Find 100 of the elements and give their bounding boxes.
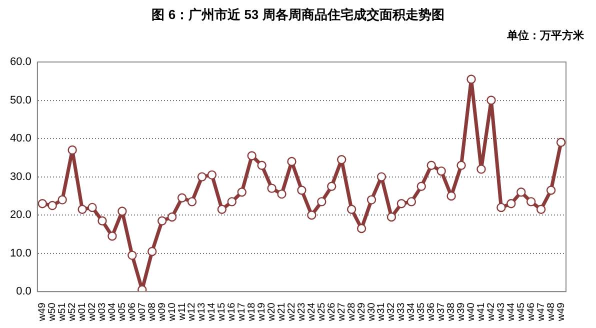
point <box>177 193 187 202</box>
point <box>58 195 67 204</box>
point <box>148 246 157 256</box>
point <box>108 232 117 241</box>
point <box>376 172 386 182</box>
point <box>446 191 456 201</box>
point <box>317 197 326 206</box>
point <box>456 160 466 170</box>
point <box>207 170 217 180</box>
point <box>476 164 486 174</box>
x-tick-label: w50 <box>47 302 58 322</box>
x-tick-label: w43 <box>496 302 507 322</box>
x-tick-label: w02 <box>87 302 98 322</box>
point <box>277 189 286 199</box>
point <box>337 155 346 164</box>
point <box>536 204 546 214</box>
point <box>267 184 276 193</box>
point <box>526 197 536 206</box>
x-tick-label: w42 <box>486 302 497 322</box>
point <box>466 74 476 84</box>
point <box>237 188 246 197</box>
y-tick-label: 40.0 <box>10 132 32 145</box>
x-tick-label: w51 <box>57 302 68 322</box>
point <box>197 172 207 182</box>
x-tick-label: w48 <box>546 302 557 322</box>
point <box>217 204 227 214</box>
y-tick-label: 30.0 <box>10 170 32 183</box>
point <box>516 188 526 197</box>
text: 单位：万平方米 <box>507 28 584 43</box>
y-tick-label: 0.0 <box>16 286 32 298</box>
x-tick-label: w15 <box>216 302 228 322</box>
point <box>406 197 416 206</box>
x-tick-label: w34 <box>406 302 418 322</box>
point <box>78 204 87 214</box>
x-tick-label: w13 <box>196 302 208 322</box>
point <box>128 250 137 260</box>
x-tick-label: w52 <box>67 302 78 322</box>
point <box>98 216 107 226</box>
point <box>227 197 236 206</box>
point <box>496 202 506 212</box>
x-tick-label: w49 <box>37 302 48 322</box>
x-tick-label: w08 <box>146 302 158 322</box>
x-tick-label: w19 <box>256 302 268 322</box>
point <box>386 212 396 222</box>
point <box>48 200 57 210</box>
x-tick-label: w47 <box>536 302 547 322</box>
x-tick-label: w09 <box>156 302 168 322</box>
point <box>307 210 316 220</box>
x-tick-label: w16 <box>226 302 238 322</box>
x-tick-label: w04 <box>106 302 118 322</box>
x-tick-label: w26 <box>326 302 338 322</box>
x-tick-label: w38 <box>446 302 458 322</box>
point <box>287 156 296 166</box>
point <box>138 285 147 292</box>
point <box>346 204 356 214</box>
x-tick-label: w31 <box>376 302 388 322</box>
point <box>157 216 167 226</box>
point <box>167 212 177 222</box>
y-tick-label: 60.0 <box>10 56 32 68</box>
x-tick-label: w03 <box>96 302 108 322</box>
x-tick-label: w32 <box>386 302 398 322</box>
x-tick-label: w18 <box>246 302 258 322</box>
x-tick-label: w22 <box>286 302 298 322</box>
x-tick-label: w29 <box>356 302 368 322</box>
point <box>118 206 127 216</box>
point <box>327 182 336 191</box>
x-tick-label: w06 <box>126 302 138 322</box>
x-tick-label: w33 <box>396 302 408 322</box>
x-tick-label: w39 <box>456 302 468 322</box>
x-tick-label: w14 <box>206 302 218 322</box>
point <box>396 199 406 208</box>
point <box>38 199 47 208</box>
y-tick-label: 20.0 <box>10 209 32 222</box>
x-tick-label: w35 <box>416 302 428 322</box>
x-tick-label: w37 <box>436 302 448 322</box>
x-tick-label: w36 <box>426 302 438 322</box>
point <box>416 182 426 191</box>
point <box>297 186 306 195</box>
point <box>247 151 256 160</box>
x-tick-label: w12 <box>186 302 198 322</box>
x-tick-label: w44 <box>506 302 517 322</box>
x-tick-label: w07 <box>136 302 148 322</box>
point <box>506 199 516 208</box>
point <box>88 202 97 212</box>
point <box>257 160 266 170</box>
x-tick-label: w01 <box>77 302 88 322</box>
chart-title: 图 6：广州市近 53 周各周商品住宅成交面积走势图 <box>150 6 446 24</box>
point <box>546 186 556 195</box>
x-tick-label: w45 <box>516 302 527 322</box>
point <box>436 166 446 176</box>
x-tick-label: w24 <box>306 302 318 322</box>
x-tick-label: w21 <box>276 302 288 322</box>
x-tick-label: w10 <box>166 302 178 322</box>
x-tick-label: w28 <box>346 302 358 322</box>
point <box>366 195 376 204</box>
point <box>68 145 77 155</box>
x-tick-label: w40 <box>466 302 478 322</box>
x-tick-label: w30 <box>366 302 378 322</box>
x-tick-label: w41 <box>476 302 487 322</box>
point <box>556 138 566 147</box>
